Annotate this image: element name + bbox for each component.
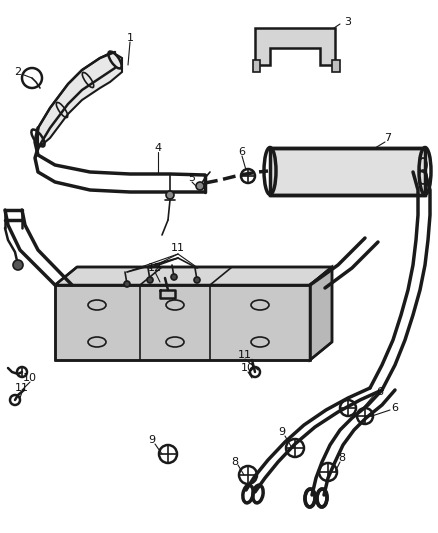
Polygon shape: [55, 267, 332, 285]
Text: 11: 11: [171, 243, 185, 253]
Circle shape: [147, 277, 153, 283]
Text: 8: 8: [339, 453, 346, 463]
Circle shape: [13, 260, 23, 270]
Text: 8: 8: [231, 457, 239, 467]
Text: 9: 9: [148, 435, 155, 445]
Polygon shape: [253, 60, 260, 72]
Text: 10: 10: [241, 363, 255, 373]
Text: 1: 1: [127, 33, 134, 43]
Text: 6: 6: [239, 147, 246, 157]
Text: 12: 12: [148, 263, 162, 273]
Text: 9: 9: [279, 427, 286, 437]
Text: 6: 6: [392, 403, 399, 413]
Text: 5: 5: [188, 173, 195, 183]
Polygon shape: [270, 148, 425, 195]
Text: 4: 4: [155, 143, 162, 153]
Circle shape: [166, 191, 174, 199]
Text: 10: 10: [23, 373, 37, 383]
Circle shape: [194, 277, 200, 283]
Polygon shape: [332, 60, 340, 72]
Circle shape: [196, 182, 204, 190]
Text: 7: 7: [385, 133, 392, 143]
Text: 11: 11: [15, 383, 29, 393]
Polygon shape: [38, 52, 122, 148]
Polygon shape: [310, 267, 332, 360]
Circle shape: [124, 281, 130, 287]
Circle shape: [171, 274, 177, 280]
Text: 2: 2: [14, 67, 21, 77]
Text: 11: 11: [238, 350, 252, 360]
Text: 3: 3: [345, 17, 352, 27]
Polygon shape: [255, 28, 335, 65]
Polygon shape: [55, 285, 310, 360]
Text: 6: 6: [377, 387, 384, 397]
